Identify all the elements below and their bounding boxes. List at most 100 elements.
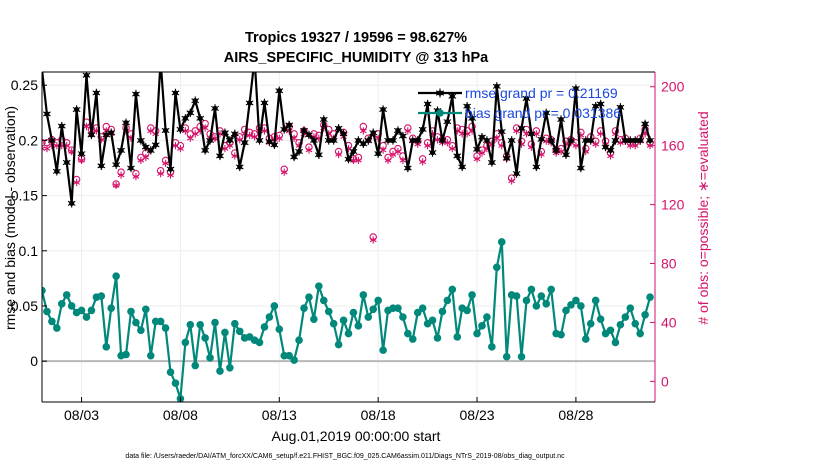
bias-point — [616, 320, 625, 329]
bias-point — [394, 304, 402, 312]
rmse-point-core — [281, 126, 287, 132]
bias-point — [433, 334, 442, 342]
obs-evaluated-point-stroke — [404, 128, 412, 134]
rmse-point-core — [513, 170, 520, 177]
x-tick-label: 08/23 — [460, 407, 495, 423]
obs-evaluated-point — [246, 131, 254, 139]
obs-evaluated-point — [261, 127, 268, 135]
rmse-point-core — [261, 100, 268, 106]
rmse-point-core — [271, 142, 277, 148]
rmse-point-core — [217, 153, 223, 159]
obs-evaluated-point — [384, 156, 392, 164]
rmse-point-core — [197, 115, 203, 121]
obs-evaluated-point-stroke — [394, 149, 402, 154]
y-tick-label-left: 0.15 — [11, 188, 38, 204]
rmse-point-core — [336, 125, 342, 131]
rmse-point-core — [573, 85, 579, 92]
bias-point — [82, 313, 91, 321]
rmse-point-core — [93, 90, 99, 96]
obs-evaluated-point-stroke — [201, 125, 209, 131]
rmse-point-core — [88, 132, 95, 138]
bias-point — [621, 313, 630, 321]
legend-label: rmse grand pr = 0.21169 — [465, 85, 618, 101]
rmse-point-core — [415, 137, 421, 144]
obs-evaluated-point-stroke — [419, 159, 427, 165]
bias-point — [186, 320, 195, 329]
bias-point — [42, 286, 46, 295]
bias-point — [399, 313, 407, 321]
rmse-point-core — [331, 137, 337, 144]
obs-evaluated-point — [78, 156, 85, 164]
bias-point — [453, 333, 462, 341]
rmse-point-core — [74, 106, 80, 113]
rmse-point-core — [172, 90, 179, 96]
obs-evaluated-point — [201, 124, 209, 132]
obs-evaluated-point — [335, 150, 343, 159]
rmse-point-core — [647, 137, 653, 144]
bias-point — [87, 306, 96, 315]
bias-point — [591, 296, 600, 305]
bias-point — [77, 306, 86, 315]
obs-evaluated-point-stroke — [631, 143, 639, 148]
rmse-point-core — [380, 106, 386, 113]
rmse-point-core — [449, 93, 455, 99]
bias-point — [497, 238, 506, 246]
obs-evaluated-point — [424, 142, 431, 150]
rmse-point-core — [484, 137, 490, 144]
bias-point — [181, 338, 190, 347]
rmse-point-core — [370, 130, 376, 136]
obs-evaluated-point — [448, 145, 456, 153]
rmse-point-core — [385, 137, 391, 144]
plot-area: 0 0.05 0.1 0.15 0.2 0.25 0 40 80 120 160 200 08/03 08… — [11, 71, 685, 423]
bias-point — [305, 293, 313, 301]
rmse-point-core — [459, 164, 465, 170]
rmse-point-core — [59, 123, 65, 129]
bias-point — [512, 292, 521, 300]
rmse-point-core — [286, 122, 292, 128]
x-tick-label: 08/13 — [262, 407, 297, 423]
obs-evaluated-point — [572, 142, 580, 150]
obs-evaluated-point-stroke — [73, 180, 80, 185]
chart-subtitle: AIRS_SPECIFIC_HUMIDITY @ 313 hPa — [224, 50, 489, 66]
bias-point — [226, 363, 234, 372]
bias-point — [413, 308, 422, 317]
bias-point — [364, 313, 373, 321]
bias-point — [404, 329, 412, 338]
bias-point — [547, 285, 555, 294]
bias-point — [339, 316, 348, 325]
rmse-point-core — [123, 120, 129, 126]
rmse-point-core — [499, 128, 505, 135]
bias-point — [349, 308, 358, 317]
obs-evaluated-point-stroke — [572, 143, 580, 148]
obs-evaluated-point-stroke — [167, 172, 174, 178]
obs-evaluated-point — [181, 127, 189, 135]
bias-point — [646, 293, 654, 301]
obs-evaluated-point — [112, 181, 120, 190]
rmse-point-core — [528, 131, 535, 137]
rmse-point-core — [177, 126, 184, 132]
bias-point — [201, 334, 209, 342]
rmse-point-core — [617, 104, 623, 110]
rmse-point-core — [533, 164, 539, 170]
bias-point — [636, 329, 644, 338]
bias-point — [567, 301, 575, 309]
bias-point — [48, 317, 56, 326]
y-axis-label-left: rmse and bias (model - observation) — [2, 106, 18, 330]
bias-point — [611, 338, 620, 347]
bias-point — [517, 352, 526, 361]
rmse-point-core — [118, 147, 124, 153]
rmse-point-core — [410, 137, 416, 144]
obs-evaluated-point-stroke — [261, 128, 268, 134]
obs-evaluated-point-stroke — [379, 147, 387, 153]
y-tick-label-right: 40 — [661, 314, 677, 330]
obs-evaluated-point — [142, 153, 150, 162]
rmse-point-core — [44, 111, 50, 117]
rmse-point-core — [207, 137, 213, 144]
rmse-point-core — [583, 137, 589, 144]
obs-evaluated-point-stroke — [508, 178, 516, 184]
bias-point — [542, 299, 551, 308]
rmse-point-core — [612, 137, 619, 144]
obs-evaluated-point — [83, 122, 90, 131]
